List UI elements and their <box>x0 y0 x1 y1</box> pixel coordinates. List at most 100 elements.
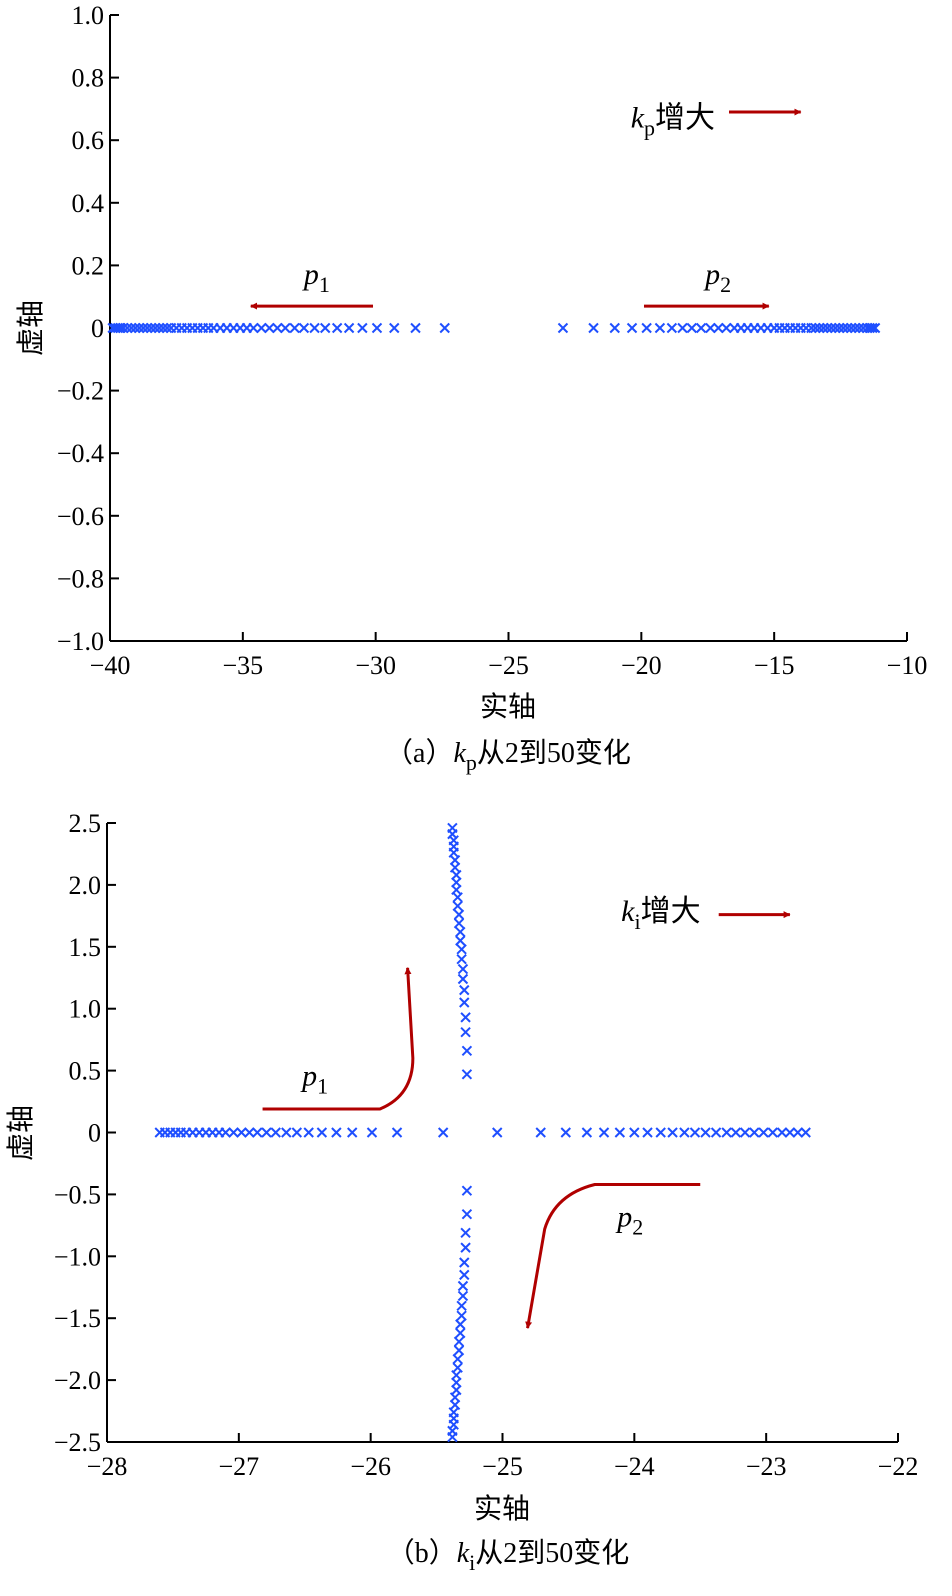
panel-b-y-tick-label: 0.5 <box>69 1057 102 1086</box>
panel-a-point-p2 <box>588 322 599 334</box>
panel-b-y-tick-label: 2.5 <box>69 809 102 838</box>
panel-b-x-tick-label: −22 <box>878 1452 919 1481</box>
panel-a-point-p1 <box>145 322 157 334</box>
panel-a-point-p1 <box>298 322 310 334</box>
panel-b-point-complex-lower <box>461 1185 473 1196</box>
panel-b-xlabel: 实轴 <box>474 1493 530 1525</box>
panel-a-y-tick-label: −0.6 <box>57 502 104 531</box>
panel-a-point-p1 <box>343 322 355 334</box>
panel-b-point-complex-upper <box>459 997 470 1008</box>
panel-a-point-p2 <box>830 322 841 334</box>
panel-a-point-p2 <box>869 322 881 334</box>
panel-a-x-tick-label: −35 <box>222 651 263 680</box>
panel-b-point-p1-real <box>228 1127 239 1138</box>
panel-b-point-complex-lower <box>460 1242 471 1253</box>
panel-a-point-p2 <box>721 322 732 334</box>
panel-a-point-p2 <box>609 322 620 334</box>
panel-a-plot: 1.0 0.8 0.6 0.4 0.2 0 −0.2 −0.4 −0.6 −0.8 −1.0−40 −… <box>57 1 928 680</box>
panel-a-point-p2 <box>626 322 638 334</box>
panel-b-point-complex-lower <box>460 1227 471 1238</box>
panel-a-y-tick-label: −0.8 <box>57 564 104 593</box>
panel-b-point-complex-lower <box>451 1369 462 1381</box>
panel-a-point-p2 <box>849 322 861 334</box>
panel-a-xlabel: 实轴 <box>480 691 536 723</box>
panel-b-point-complex-upper <box>461 1045 473 1056</box>
panel-a-annotation-label: p2 <box>703 258 731 297</box>
panel-a-point-p1 <box>272 322 283 334</box>
panel-a-y-tick-label: −0.4 <box>57 439 104 468</box>
panel-b-y-tick-label: −1.5 <box>54 1304 101 1333</box>
panel-b-point-complex-lower <box>455 1319 466 1330</box>
panel-b-point-p1-real <box>437 1127 449 1138</box>
panel-b-y-tick-label: 1.5 <box>69 933 102 962</box>
panel-b-point-complex-lower <box>452 1353 463 1365</box>
panel-b-point-complex-upper <box>451 884 462 896</box>
panel-a-point-p2 <box>806 322 817 334</box>
panel-b-x-tick-label: −28 <box>87 1452 128 1481</box>
panel-a-annotation-label: p1 <box>302 258 330 297</box>
panel-b-point-complex-upper <box>451 877 462 888</box>
panel-a-point-p2 <box>686 322 698 334</box>
panel-b-point-complex-upper <box>457 973 469 985</box>
panel-b-point-p1-real <box>252 1127 263 1138</box>
panel-a-x-tick-label: −25 <box>488 651 529 680</box>
panel-a-point-p2 <box>822 322 833 334</box>
panel-b-point-p2-real <box>739 1127 751 1138</box>
panel-b-point-p2-real <box>598 1127 610 1138</box>
panel-b-curved-arrow <box>262 967 415 1111</box>
panel-a-point-p1 <box>256 322 267 334</box>
panel-a-point-p1 <box>410 322 421 334</box>
panel-b-point-complex-upper <box>456 944 467 955</box>
panel-b-point-complex-upper <box>453 918 465 929</box>
panel-a-point-p2 <box>705 322 716 334</box>
panel-a-point-p2 <box>853 322 865 334</box>
panel-b-point-p1-real <box>291 1127 303 1138</box>
panel-a-point-p1 <box>110 322 121 334</box>
panel-a-x-tick-label: −15 <box>754 651 795 680</box>
panel-a-point-p1 <box>161 322 173 334</box>
panel-a-point-p1 <box>389 322 400 334</box>
panel-b-point-complex-lower <box>455 1327 466 1339</box>
panel-b-curved-arrow <box>525 1183 701 1329</box>
panel-a-point-p1 <box>357 322 368 334</box>
panel-a-y-tick-label: −1.0 <box>57 627 104 656</box>
panel-b-point-p2-real <box>667 1127 678 1138</box>
panel-b-x-tick-label: −25 <box>482 1452 523 1481</box>
panel-b-point-p1-real <box>347 1127 358 1138</box>
panel-b-point-complex-lower <box>459 1257 470 1268</box>
panel-a-point-p1 <box>331 322 343 334</box>
panel-b-point-complex-lower <box>457 1280 469 1292</box>
panel-b-point-p2-real <box>689 1127 701 1138</box>
panel-a-x-tick-label: −10 <box>887 651 928 680</box>
panel-b-point-complex-upper <box>453 909 465 920</box>
panel-b-point-p2-real <box>730 1127 742 1138</box>
panel-a-y-tick-label: 0.4 <box>72 189 105 218</box>
panel-b-point-complex-upper <box>455 935 466 946</box>
panel-b-point-complex-lower <box>453 1345 465 1356</box>
panel-b-y-tick-label: −2.0 <box>54 1366 101 1395</box>
panel-a-point-p1 <box>165 322 177 334</box>
panel-b-point-p1-real <box>303 1127 314 1138</box>
panel-b-point-p1-real <box>366 1127 378 1138</box>
panel-b-point-complex-upper <box>449 862 461 873</box>
panel-b-y-tick-label: −0.5 <box>54 1180 101 1209</box>
panel-b-point-p2-real <box>642 1127 653 1138</box>
panel-a-x-tick-label: −40 <box>90 651 131 680</box>
panel-a-point-p1 <box>149 322 161 334</box>
panel-a-y-tick-label: 0 <box>91 314 104 343</box>
panel-b-point-p2-real <box>560 1127 571 1138</box>
panel-a-point-p2 <box>557 322 569 334</box>
panel-a-point-p2 <box>677 322 688 334</box>
panel-b-annotation-label: p1 <box>300 1059 328 1098</box>
panel-b-point-complex-upper <box>461 1069 473 1080</box>
panel-a-point-p2 <box>867 322 878 334</box>
panel-b-point-p1-real <box>154 1127 165 1138</box>
panel-a-annotation-label: kp增大 <box>631 102 715 141</box>
panel-a-point-p1 <box>264 322 275 334</box>
panel-a-point-p2 <box>810 322 821 334</box>
panel-b-point-p2-real <box>700 1127 711 1138</box>
panel-b-point-p2-real <box>800 1127 811 1138</box>
panel-a-point-p1 <box>157 322 169 334</box>
panel-b-point-p2-real <box>758 1127 769 1138</box>
panel-b-point-complex-upper <box>456 953 467 965</box>
